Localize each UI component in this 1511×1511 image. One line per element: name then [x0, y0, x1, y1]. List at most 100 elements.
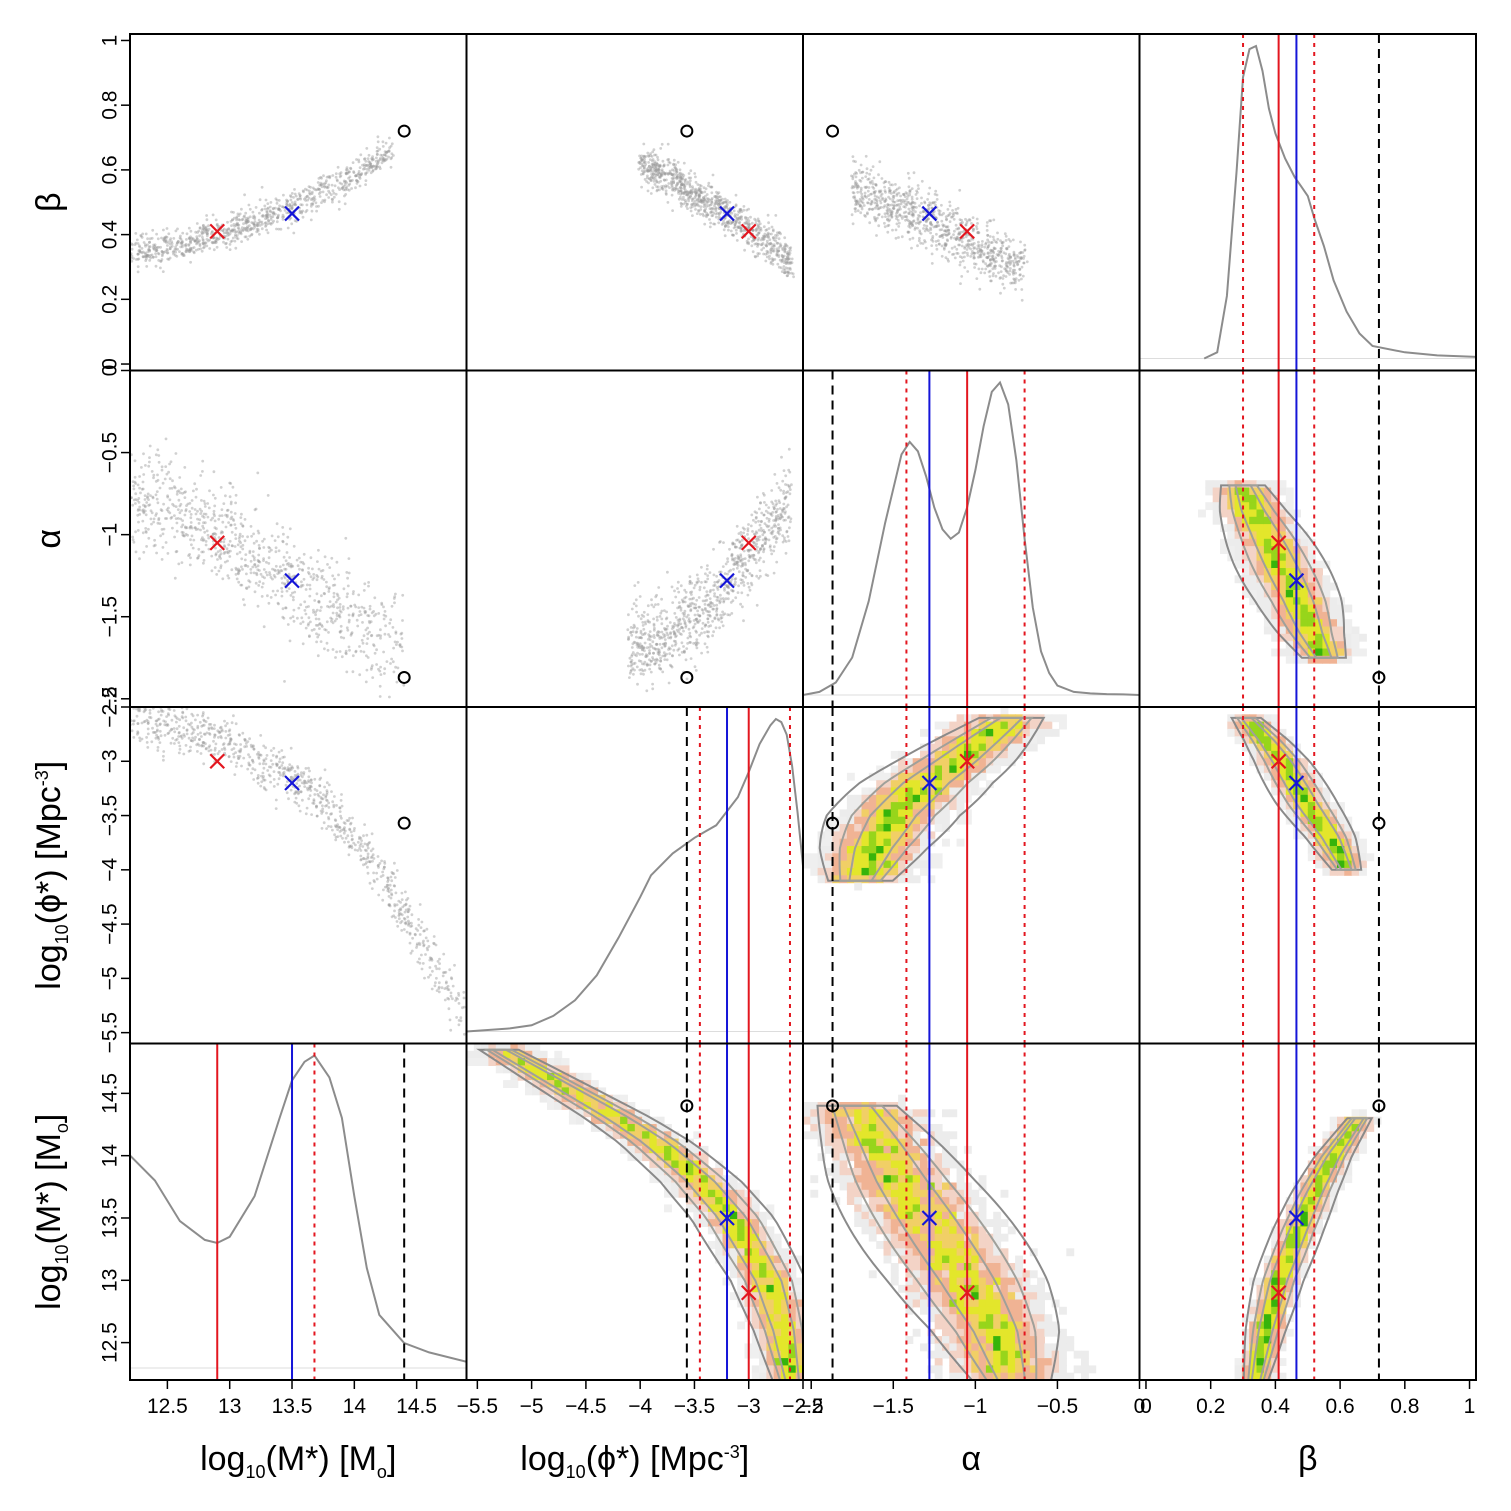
scatter-point: [638, 161, 641, 164]
scatter-point: [378, 669, 382, 673]
scatter-point: [698, 614, 701, 618]
scatter-point: [723, 225, 727, 229]
scatter-point: [991, 258, 995, 262]
scatter-point: [705, 598, 709, 602]
scatter-point: [244, 235, 248, 239]
scatter-point: [382, 617, 386, 621]
scatter-point: [214, 241, 218, 244]
scatter-point: [359, 613, 363, 616]
scatter-point: [715, 202, 719, 206]
scatter-point: [786, 252, 789, 256]
scatter-point: [225, 241, 228, 245]
scatter-point: [1000, 265, 1003, 269]
scatter-point: [196, 556, 199, 560]
scatter-point: [642, 166, 646, 170]
scatter-point: [786, 253, 790, 256]
scatter-point: [375, 162, 379, 166]
scatter-point: [631, 651, 635, 654]
scatter-point: [686, 642, 689, 645]
scatter-point: [633, 625, 637, 629]
scatter-point: [679, 189, 683, 193]
density-bin: [1241, 538, 1250, 547]
scatter-point: [900, 235, 904, 239]
scatter-point: [265, 210, 269, 214]
scatter-point: [916, 216, 920, 220]
scatter-point: [916, 244, 919, 248]
scatter-point: [236, 543, 240, 547]
scatter-point: [331, 611, 335, 615]
scatter-point: [226, 220, 229, 224]
density-bin: [1285, 553, 1294, 562]
scatter-point: [656, 173, 660, 177]
scatter-point: [276, 589, 279, 593]
scatter-point: [759, 243, 763, 247]
red-cross-marker: [740, 223, 757, 240]
scatter-point: [940, 234, 944, 237]
scatter-point: [746, 568, 750, 572]
scatter-point: [771, 502, 775, 506]
scatter-point: [1013, 257, 1017, 261]
scatter-point: [157, 245, 161, 249]
scatter-point: [198, 507, 202, 511]
scatter-point: [911, 224, 914, 228]
scatter-point: [202, 228, 206, 232]
scatter-point: [680, 182, 684, 186]
scatter-point: [190, 499, 194, 502]
scatter-point: [237, 227, 241, 231]
scatter-point: [649, 167, 653, 171]
scatter-point: [288, 202, 292, 206]
scatter-point: [691, 199, 694, 203]
scatter-point: [678, 653, 681, 657]
scatter-point: [321, 810, 325, 813]
density-bin: [1241, 553, 1250, 562]
scatter-point: [248, 224, 251, 228]
scatter-point: [382, 159, 386, 163]
scatter-point: [787, 539, 791, 543]
scatter-point: [331, 198, 334, 202]
scatter-point: [630, 668, 633, 672]
scatter-point: [730, 221, 734, 225]
scatter-point: [405, 930, 409, 934]
scatter-point: [257, 553, 261, 557]
scatter-point: [762, 550, 765, 554]
scatter-point: [699, 198, 703, 202]
density-bin: [1307, 553, 1316, 562]
density-bin: [1351, 641, 1360, 650]
scatter-point: [764, 243, 768, 247]
scatter-point: [767, 524, 771, 528]
scatter-point: [257, 531, 261, 535]
scatter-point: [282, 193, 285, 197]
scatter-point: [1005, 265, 1009, 268]
scatter-point: [698, 605, 701, 609]
scatter-point: [892, 200, 895, 204]
scatter-point: [330, 556, 334, 560]
scatter-point: [338, 175, 342, 179]
scatter-point: [258, 224, 262, 227]
scatter-point: [739, 229, 743, 233]
scatter-point: [281, 215, 284, 219]
scatter-point: [1008, 273, 1011, 276]
scatter-point: [945, 217, 948, 221]
scatter-point: [216, 238, 220, 241]
scatter-point: [641, 662, 644, 666]
scatter-point: [874, 219, 877, 223]
density-bin: [1285, 655, 1294, 664]
scatter-point: [230, 239, 234, 243]
scatter-point: [686, 636, 690, 640]
scatter-point: [271, 211, 274, 214]
scatter-point: [235, 230, 238, 234]
scatter-point: [1011, 259, 1015, 263]
scatter-point: [151, 496, 155, 500]
scatter-point: [334, 172, 338, 176]
scatter-point: [392, 646, 395, 650]
scatter-point: [967, 243, 971, 247]
scatter-point: [875, 203, 879, 207]
scatter-point: [664, 189, 668, 193]
scatter-point: [945, 238, 949, 242]
scatter-point: [922, 227, 925, 230]
scatter-point: [660, 186, 664, 190]
scatter-point: [957, 243, 960, 247]
scatter-point: [897, 236, 900, 239]
scatter-point: [715, 580, 719, 584]
scatter-point: [984, 242, 987, 246]
